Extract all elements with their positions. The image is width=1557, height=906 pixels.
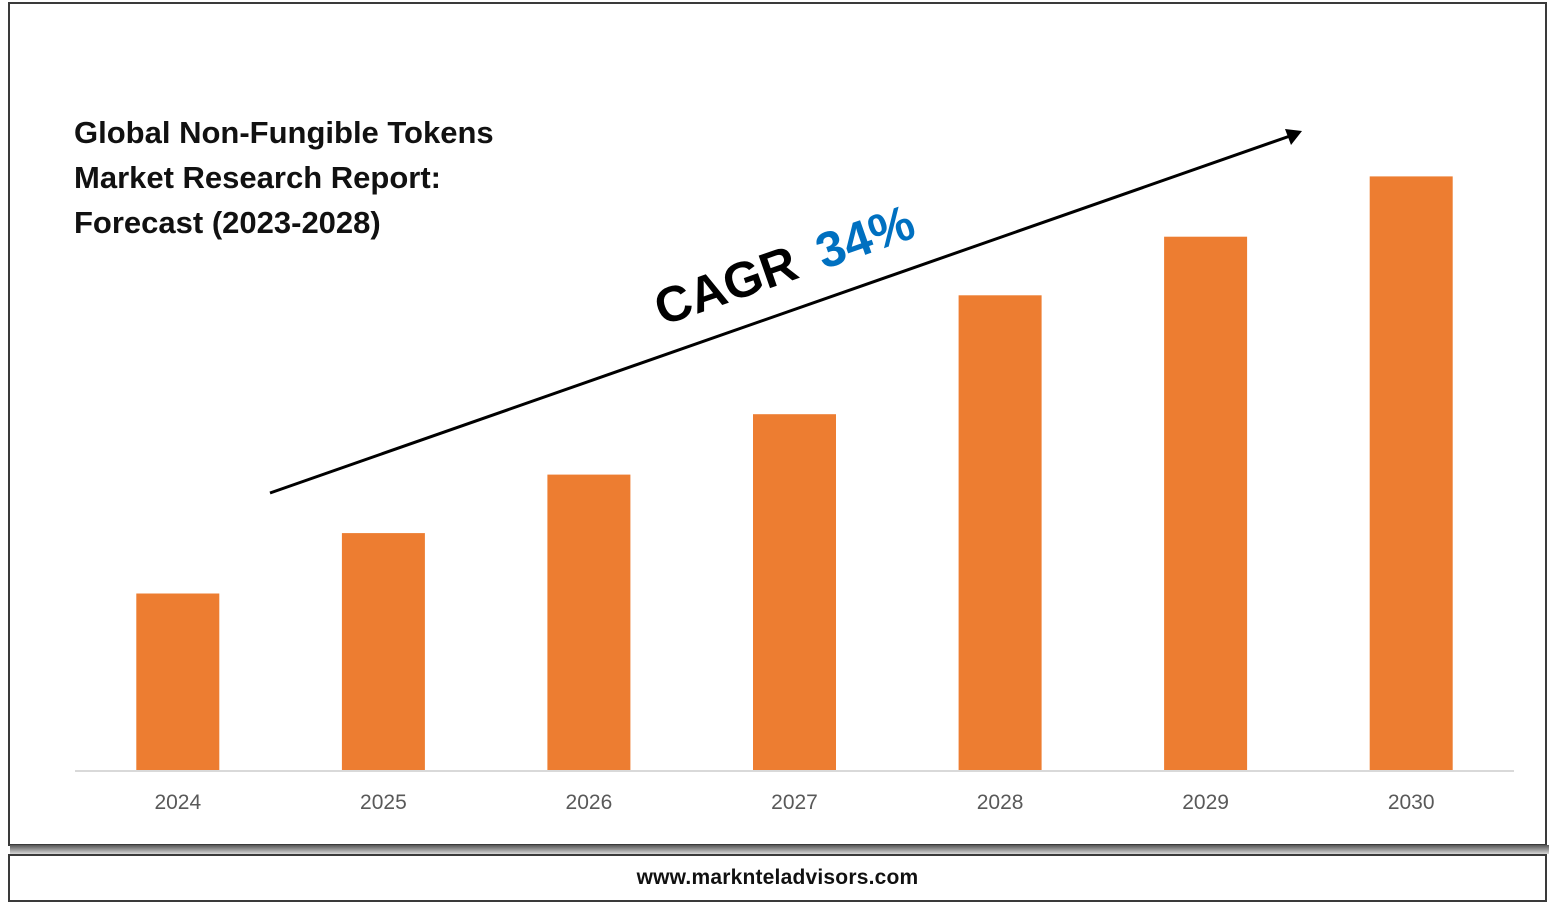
x-tick-label-2029: 2029 bbox=[1182, 791, 1229, 814]
x-axis-tick-labels: 2024 2025 2026 2027 2028 2029 2030 bbox=[154, 791, 1434, 814]
x-tick-label-2026: 2026 bbox=[566, 791, 613, 814]
bar-2030 bbox=[1369, 176, 1453, 771]
chart-plot: 2024 2025 2026 2027 2028 2029 2030 CAGR 34% bbox=[75, 129, 1514, 814]
bar-2024 bbox=[136, 593, 220, 771]
x-tick-label-2024: 2024 bbox=[154, 791, 201, 814]
bar-2025 bbox=[341, 533, 425, 771]
bar-2027 bbox=[753, 414, 836, 771]
x-tick-label-2028: 2028 bbox=[977, 791, 1024, 814]
cagr-annotation: CAGR 34% bbox=[647, 194, 921, 336]
bars-layer bbox=[136, 176, 1453, 771]
trend-arrow-line bbox=[269, 134, 1291, 495]
x-tick-label-2027: 2027 bbox=[771, 791, 818, 814]
trend-arrow-head bbox=[1285, 129, 1302, 145]
footer-website-link[interactable]: www.marknteladvisors.com bbox=[636, 866, 919, 889]
bar-2028 bbox=[958, 295, 1042, 771]
x-tick-label-2025: 2025 bbox=[360, 791, 407, 814]
x-tick-label-2030: 2030 bbox=[1388, 791, 1435, 814]
chart-title-line-3: Forecast (2023-2028) bbox=[74, 205, 381, 240]
chart-title-line-2: Market Research Report: bbox=[74, 160, 441, 195]
chart-title: Global Non-Fungible Tokens Market Resear… bbox=[74, 110, 544, 245]
footer-bar: www.marknteladvisors.com bbox=[8, 854, 1547, 902]
chart-title-line-1: Global Non-Fungible Tokens bbox=[74, 115, 494, 150]
cagr-prefix: CAGR bbox=[647, 235, 804, 337]
bar-2029 bbox=[1164, 236, 1248, 771]
cagr-value: 34% bbox=[809, 194, 922, 280]
bar-2026 bbox=[547, 474, 631, 771]
frame-shadow bbox=[10, 845, 1549, 854]
